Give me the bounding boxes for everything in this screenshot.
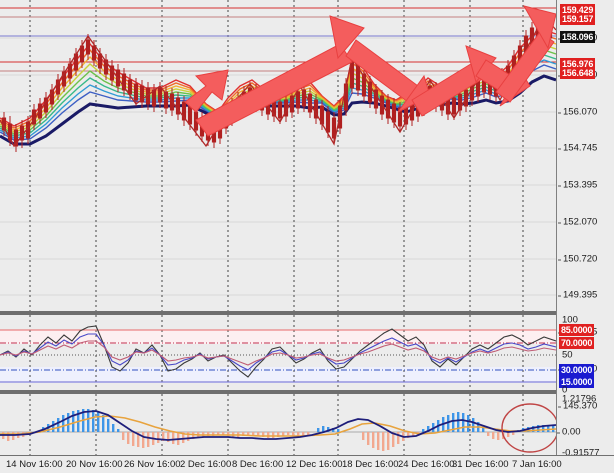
macd-time-gridlines xyxy=(29,394,524,455)
time-tick: 26 Nov 16:00 xyxy=(124,459,181,470)
price-tick: 156.070 xyxy=(558,107,597,118)
price-tick: 152.070 xyxy=(558,217,597,228)
trend-arrow-annotations xyxy=(184,5,556,137)
price-tick: 154.745 xyxy=(558,143,597,154)
arrow-up-1 xyxy=(184,69,229,113)
time-tick: 20 Nov 16:00 xyxy=(66,459,123,470)
price-rsi-separator xyxy=(0,311,556,315)
price-plot[interactable] xyxy=(0,0,556,311)
rsi-axis[interactable]: 100 85.0000 70.0000 50 30.0000 15.0000 0 xyxy=(556,314,614,396)
macd-plot[interactable] xyxy=(0,394,556,455)
time-tick: 2 Dec 16:00 xyxy=(180,459,232,470)
time-tick: 18 Dec 16:00 xyxy=(342,459,399,470)
macd-panel[interactable] xyxy=(0,394,556,455)
rsi-tick-50: 50 xyxy=(562,349,573,361)
arrow-up-1-shaft xyxy=(195,43,353,137)
price-panel[interactable] xyxy=(0,0,556,311)
rsi-macd-separator xyxy=(0,390,556,394)
arrow-up-1-head xyxy=(329,15,365,60)
price-tag-current[interactable]: 158.096 xyxy=(560,31,596,43)
time-gridlines xyxy=(29,0,524,311)
macd-tick-zero: 0.00 xyxy=(557,427,581,438)
rsi-tick-100: 100 xyxy=(562,314,578,326)
time-tick: 7 Jan 16:00 xyxy=(512,459,562,470)
rsi-tag-70[interactable]: 70.0000 xyxy=(559,337,595,349)
time-tick: 14 Nov 16:00 xyxy=(6,459,63,470)
macd-tick-max: 1.21796 xyxy=(562,393,597,405)
rsi-tick-0: 0 xyxy=(562,384,568,396)
macd-line xyxy=(0,410,556,441)
macd-axis[interactable]: 1.21796 0.00 -0.91577 xyxy=(556,393,614,459)
time-tick: 24 Dec 16:00 xyxy=(398,459,455,470)
macd-tick-min: -0.91577 xyxy=(562,447,600,459)
rsi-plot[interactable] xyxy=(0,315,556,390)
rsi-series xyxy=(0,325,556,378)
arrow-up-3-shaft xyxy=(495,31,555,103)
price-tick: 153.395 xyxy=(558,180,597,191)
rsi-tag-30[interactable]: 30.0000 xyxy=(559,364,595,376)
rsi-panel[interactable] xyxy=(0,315,556,390)
price-tick: 150.720 xyxy=(558,254,597,265)
price-tag-high-2[interactable]: 159.157 xyxy=(560,13,596,25)
price-tick: 149.395 xyxy=(558,290,597,301)
arrow-up-3-head xyxy=(522,5,556,50)
rsi-tag-85[interactable]: 85.0000 xyxy=(559,324,595,336)
time-tick: 8 Dec 16:00 xyxy=(232,459,284,470)
price-tag-low-2[interactable]: 156.648 xyxy=(560,67,596,79)
price-tick: 145.370 xyxy=(558,401,597,412)
macd-signal-line xyxy=(0,415,556,437)
macd-red-ellipse-highlight xyxy=(501,403,556,453)
rsi-tag-15[interactable]: 15.0000 xyxy=(559,376,595,388)
time-tick: 12 Dec 16:00 xyxy=(286,459,343,470)
time-tick: 31 Dec 16:00 xyxy=(452,459,509,470)
time-axis[interactable]: 14 Nov 16:00 20 Nov 16:00 26 Nov 16:00 2… xyxy=(0,455,614,473)
